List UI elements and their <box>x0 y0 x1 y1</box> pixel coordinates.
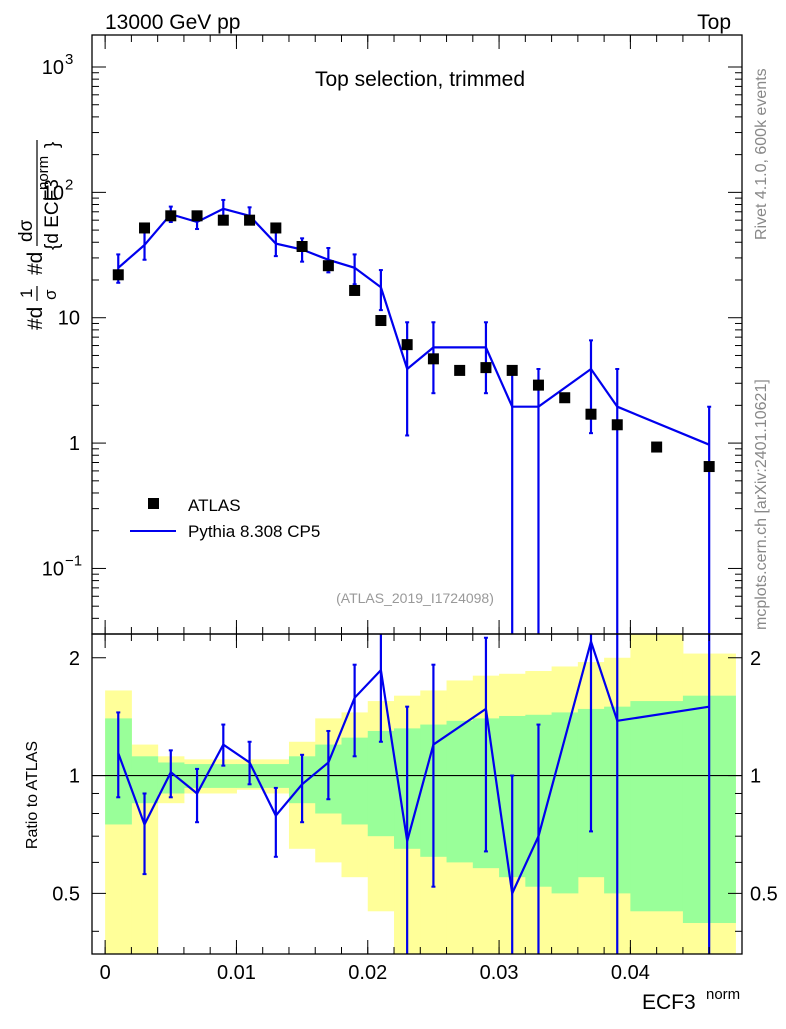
main-y-tick-label-exp: −1 <box>65 552 82 569</box>
svg-text:{d ECF3: {d ECF3 <box>42 179 63 250</box>
mcplots-label: mcplots.cern.ch [arXiv:2401.10621] <box>753 379 770 630</box>
ratio-x-ticks: 0 0.01 0.02 0.03 0.04 <box>100 634 710 984</box>
atlas-data-point <box>139 222 151 234</box>
legend: ATLAS Pythia 8.308 CP5 <box>130 496 320 541</box>
main-y-tick-label-base: 10 <box>42 558 64 580</box>
atlas-data-point <box>559 392 571 404</box>
main-y-tick-label: 10 <box>58 308 80 330</box>
header-energy-label: 13000 GeV pp <box>105 11 240 34</box>
ratio-y-tick-label-right: 2 <box>750 648 761 670</box>
ratio-plot-area <box>92 634 742 954</box>
ratio-y-ticks: 0.5 0.5 1 1 2 2 <box>52 648 778 932</box>
x-axis-title-sup: norm <box>706 986 740 1003</box>
main-y-tick-label-exp: 2 <box>65 176 73 193</box>
rivet-version-label: Rivet 4.1.0, 600k events <box>753 68 770 240</box>
atlas-data-point <box>651 441 663 453</box>
ratio-y-tick-label: 2 <box>69 648 80 670</box>
atlas-data-point <box>165 210 177 222</box>
ratio-x-tick-label: 0.02 <box>348 962 387 984</box>
legend-pythia-label: Pythia 8.308 CP5 <box>188 522 320 541</box>
ratio-y-tick-label: 1 <box>69 766 80 788</box>
ratio-inner-band <box>630 701 684 912</box>
atlas-data-point <box>349 284 361 296</box>
main-y-tick-label: 10 −1 <box>42 552 82 580</box>
ratio-y-tick-label-right: 0.5 <box>750 883 778 905</box>
x-axis-title-main: ECF3 <box>642 991 696 1014</box>
atlas-data-point <box>296 240 308 252</box>
atlas-data-point <box>270 222 282 234</box>
pythia-line <box>117 207 710 446</box>
atlas-data-point <box>611 419 623 431</box>
ratio-frame <box>91 633 743 955</box>
svg-text:1: 1 <box>17 289 36 298</box>
svg-text:#d: #d <box>24 307 47 330</box>
main-y-tick-label-base: 10 <box>42 57 64 79</box>
main-y-tick-label: 1 <box>69 433 80 455</box>
atlas-data-point <box>454 364 466 376</box>
atlas-data-point <box>112 269 124 281</box>
main-y-axis-title: #d 1 σ #d dσ {d ECF3 norm } <box>16 140 63 330</box>
atlas-data-point <box>427 353 439 365</box>
svg-text:}: } <box>42 142 63 148</box>
svg-text:#d: #d <box>24 252 47 275</box>
legend-atlas-label: ATLAS <box>188 496 241 515</box>
svg-text:norm: norm <box>35 156 52 190</box>
ratio-panel: 0.5 0.5 1 1 2 2 0 0.01 0.02 0.03 0.04 Ratio to AT… <box>24 634 778 1014</box>
main-y-tick-label: 10 3 <box>42 51 74 79</box>
main-y-tick-label-base: 10 <box>42 182 64 204</box>
ratio-y-axis-title: Ratio to ATLAS <box>24 741 41 849</box>
svg-text:dσ: dσ <box>16 219 37 242</box>
ratio-x-tick-label: 0.01 <box>217 962 256 984</box>
ratio-inner-band <box>446 720 474 863</box>
main-y-tick-label-base: 1 <box>69 433 80 455</box>
atlas-data-point <box>401 339 413 351</box>
ratio-x-tick-label: 0.04 <box>611 962 650 984</box>
atlas-data-point <box>244 214 256 226</box>
x-axis-title: ECF3 norm <box>642 986 740 1014</box>
atlas-data-point <box>191 210 203 222</box>
main-plot-area <box>104 35 715 634</box>
atlas-data-point <box>506 364 518 376</box>
ratio-inner-band <box>551 712 579 894</box>
ratio-y-tick-label-right: 1 <box>750 766 761 788</box>
ratio-inner-band <box>367 730 395 837</box>
atlas-data-point <box>532 379 544 391</box>
legend-atlas-marker <box>148 498 159 509</box>
ratio-y-tick-label: 0.5 <box>52 883 80 905</box>
header-process-label: Top <box>697 11 731 34</box>
main-frame <box>91 34 743 635</box>
main-y-tick-label-base: 10 <box>58 308 80 330</box>
ratio-x-tick-label: 0.03 <box>480 962 519 984</box>
main-title: Top selection, trimmed <box>315 68 525 91</box>
atlas-data-point <box>585 408 597 420</box>
analysis-id: (ATLAS_2019_I1724098) <box>336 590 494 606</box>
ratio-x-tick-label: 0 <box>100 962 111 984</box>
atlas-data-point <box>217 214 229 226</box>
main-y-tick-label: 10 2 <box>42 176 74 204</box>
atlas-data-point <box>480 362 492 374</box>
atlas-data-point <box>375 315 387 327</box>
main-y-tick-label-exp: 3 <box>65 51 73 68</box>
svg-text:σ: σ <box>41 289 60 300</box>
atlas-data-point <box>703 461 715 473</box>
atlas-data-point <box>322 260 334 272</box>
